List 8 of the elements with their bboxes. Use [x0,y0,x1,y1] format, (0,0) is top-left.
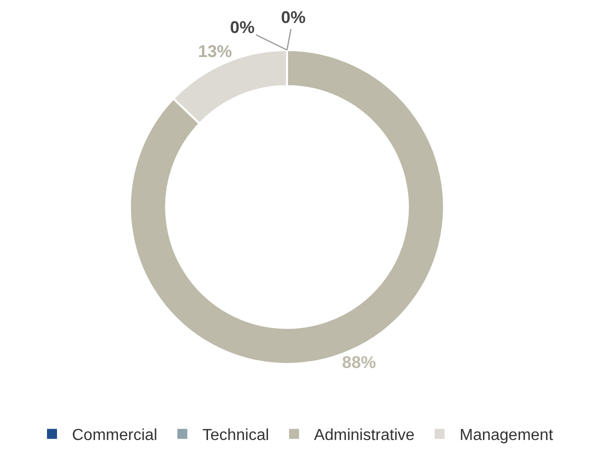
legend-label: Management [460,427,554,444]
text: 0% [281,8,306,27]
text: 0% [230,18,255,37]
legend-label: Administrative [314,427,415,444]
data-label: 88% [342,353,376,372]
legend-label: Technical [202,427,270,444]
data-label: 13% [198,42,232,61]
legend-label: Commercial [72,427,158,444]
